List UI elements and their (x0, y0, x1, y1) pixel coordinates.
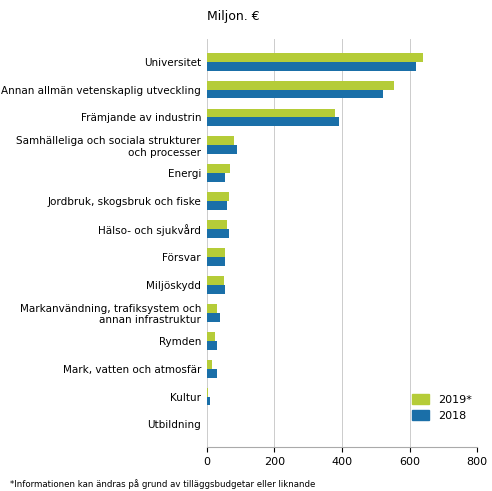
Bar (207, 387, 208, 397)
Bar (207, 257, 225, 266)
Bar (207, 201, 227, 210)
Legend: 2019*, 2018: 2019*, 2018 (412, 394, 472, 421)
Bar (207, 220, 227, 229)
Bar (207, 81, 395, 89)
Bar (207, 109, 335, 117)
Bar (207, 173, 225, 182)
Bar (207, 89, 383, 99)
Text: Miljon. €: Miljon. € (207, 10, 259, 23)
Bar (207, 164, 230, 173)
Bar (207, 248, 225, 257)
Bar (207, 136, 234, 145)
Bar (207, 117, 338, 126)
Bar (207, 369, 217, 378)
Bar (207, 285, 225, 294)
Bar (207, 397, 210, 406)
Bar (207, 341, 217, 350)
Bar (207, 276, 223, 285)
Bar (207, 61, 416, 71)
Bar (207, 360, 212, 369)
Bar (207, 313, 220, 322)
Bar (207, 53, 423, 61)
Bar (207, 229, 229, 238)
Bar (207, 332, 215, 341)
Bar (207, 145, 237, 154)
Bar (207, 304, 217, 313)
Bar (207, 192, 229, 201)
Text: *Informationen kan ändras på grund av tilläggsbudgetar eller liknande: *Informationen kan ändras på grund av ti… (10, 479, 315, 489)
